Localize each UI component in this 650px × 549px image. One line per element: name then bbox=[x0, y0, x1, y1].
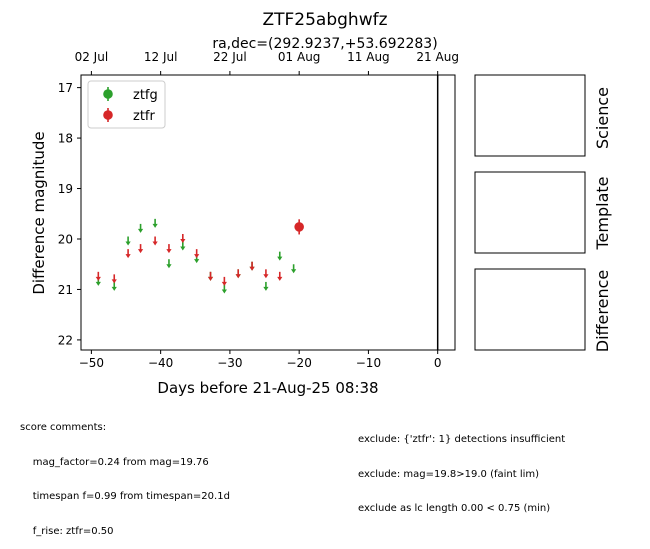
upper-limit-arrow bbox=[166, 264, 172, 269]
upper-limit-arrow bbox=[277, 256, 283, 261]
data-marks bbox=[95, 218, 304, 294]
upper-limit-arrow bbox=[194, 254, 200, 259]
figure: ZTF25abghwfz ra,dec=(292.9237,+53.692283… bbox=[30, 10, 612, 397]
upper-limit-arrow bbox=[95, 281, 101, 286]
top-tick-label: 21 Aug bbox=[416, 50, 459, 64]
y-tick-label: 17 bbox=[58, 81, 73, 95]
comment-line: exclude: {'ztfr': 1} detections insuffic… bbox=[358, 434, 566, 445]
y-tick-label: 18 bbox=[58, 132, 73, 146]
template-panel bbox=[474, 171, 586, 254]
y-tick-label: 21 bbox=[58, 283, 73, 297]
x-axis-label: Days before 21-Aug-25 08:38 bbox=[157, 379, 378, 397]
upper-limit-arrow bbox=[137, 228, 144, 233]
exclude-comments: exclude: {'ztfr': 1} detections insuffic… bbox=[358, 411, 565, 526]
y-tick-label: 20 bbox=[58, 232, 73, 246]
chart-title: ZTF25abghwfz bbox=[262, 10, 387, 30]
upper-limit-arrow bbox=[137, 249, 144, 254]
upper-limit-arrow bbox=[263, 274, 269, 279]
x-axis-ticks: −50 −40 −30 −20 −10 0 bbox=[79, 350, 442, 370]
upper-limit-arrow bbox=[125, 241, 131, 246]
comment-line: timespan f=0.99 from timespan=20.1d bbox=[20, 491, 230, 502]
top-tick-label: 22 Jul bbox=[213, 50, 247, 64]
science-label: Science bbox=[593, 87, 612, 149]
legend-marker bbox=[103, 89, 113, 99]
score-comments: score comments: mag_factor=0.24 from mag… bbox=[20, 399, 230, 549]
x-tick-label: 0 bbox=[434, 356, 442, 370]
comment-line: exclude: mag=19.8>19.0 (faint lim) bbox=[358, 468, 540, 480]
detection-point bbox=[294, 222, 304, 232]
upper-limit-arrow bbox=[111, 286, 117, 291]
y-tick-label: 19 bbox=[58, 182, 73, 196]
upper-limit-arrow bbox=[235, 274, 241, 279]
x-tick-label: −40 bbox=[148, 356, 173, 370]
upper-limit-arrow bbox=[194, 259, 200, 264]
comment-line: f_rise: ztfr=0.50 bbox=[20, 525, 114, 537]
science-panel bbox=[474, 74, 586, 157]
legend-marker bbox=[103, 110, 113, 120]
upper-limit-arrow bbox=[221, 289, 227, 294]
upper-limit-arrow bbox=[291, 269, 297, 274]
legend: ztfg ztfr bbox=[87, 80, 166, 129]
upper-limit-arrow bbox=[180, 238, 186, 243]
upper-limit-arrow bbox=[111, 279, 117, 284]
upper-limit-arrow bbox=[125, 254, 131, 259]
y-tick-label: 22 bbox=[58, 333, 73, 347]
upper-limit-arrow bbox=[221, 281, 227, 286]
upper-limit-arrow bbox=[152, 223, 158, 228]
upper-limit-arrow bbox=[180, 246, 186, 251]
y-axis-label: Difference magnitude bbox=[30, 131, 48, 294]
difference-label: Difference bbox=[593, 270, 612, 352]
chart-subtitle: ra,dec=(292.9237,+53.692283) bbox=[212, 36, 437, 52]
upper-limit-arrow bbox=[207, 276, 214, 281]
top-tick-label: 11 Aug bbox=[347, 50, 390, 64]
legend-label: ztfr bbox=[133, 109, 155, 124]
template-label: Template bbox=[593, 176, 612, 250]
upper-limit-arrow bbox=[277, 276, 283, 281]
upper-limit-arrow bbox=[152, 241, 158, 246]
upper-limit-arrow bbox=[249, 266, 255, 271]
difference-panel bbox=[474, 268, 586, 351]
top-tick-label: 02 Jul bbox=[75, 50, 109, 64]
top-date-axis-ticks: 02 Jul 12 Jul 22 Jul 01 Aug 11 Aug 21 Aug bbox=[75, 50, 459, 75]
x-tick-label: −20 bbox=[287, 356, 312, 370]
y-axis-ticks: 17 18 19 20 21 22 bbox=[58, 81, 81, 347]
side-panels: Science Template Difference bbox=[474, 74, 612, 352]
upper-limit-arrow bbox=[95, 276, 101, 281]
comment-line: mag_factor=0.24 from mag=19.76 bbox=[20, 456, 209, 468]
top-tick-label: 01 Aug bbox=[278, 50, 321, 64]
upper-limit-arrow bbox=[263, 286, 269, 291]
x-tick-label: −30 bbox=[217, 356, 242, 370]
upper-limit-arrow bbox=[166, 249, 172, 254]
comment-line: score comments: bbox=[20, 422, 107, 433]
legend-label: ztfg bbox=[133, 88, 158, 103]
x-tick-label: −10 bbox=[356, 356, 381, 370]
top-tick-label: 12 Jul bbox=[144, 50, 178, 64]
x-tick-label: −50 bbox=[79, 356, 104, 370]
comment-line: exclude as lc length 0.00 < 0.75 (min) bbox=[358, 503, 551, 514]
